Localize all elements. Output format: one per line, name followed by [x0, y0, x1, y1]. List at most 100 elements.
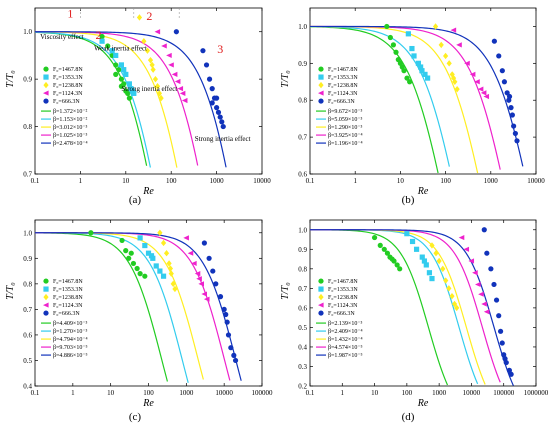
data-point: [438, 41, 444, 49]
plot-frame: [34, 7, 263, 175]
data-point: [142, 273, 148, 279]
data-point: [469, 71, 476, 77]
data-point: [499, 340, 505, 346]
legend-label: β=1.153×10⁻²: [53, 117, 87, 123]
data-point: [418, 64, 424, 70]
data-point: [181, 97, 188, 104]
data-point: [109, 48, 115, 54]
legend-marker: [318, 278, 324, 284]
data-point: [137, 235, 143, 241]
data-point: [499, 68, 505, 74]
data-point: [166, 260, 172, 267]
data-point: [130, 260, 137, 267]
x-tick-label: 1000: [179, 389, 194, 397]
legend-marker: [43, 286, 49, 292]
y-tick-label: 0.6: [298, 304, 307, 312]
panel-label: (a): [129, 194, 142, 206]
y-tick-label: 1.0: [23, 229, 32, 237]
data-point: [504, 90, 510, 96]
data-point: [160, 273, 167, 279]
legend-marker: [43, 310, 49, 316]
data-point: [397, 266, 403, 272]
data-point: [228, 345, 234, 351]
data-point: [126, 255, 132, 261]
legend-label: F₀=1124.3N: [53, 91, 83, 97]
data-point: [154, 29, 161, 35]
y-tick-label: 0.3: [298, 363, 307, 371]
y-tick-label: 1.0: [23, 28, 32, 36]
data-point: [196, 276, 202, 282]
data-point: [480, 90, 487, 96]
legend-label: F₀=1238.8N: [328, 83, 358, 89]
data-point: [419, 68, 425, 74]
data-point: [198, 281, 204, 287]
x-tick-label: 1: [71, 389, 75, 397]
data-point: [381, 246, 387, 252]
annotation-text: Weak inertia effect: [94, 45, 147, 53]
data-point: [423, 262, 429, 268]
legend-label: β=9.672×10⁻³: [328, 109, 362, 115]
data-point: [99, 33, 105, 40]
data-point: [171, 71, 178, 77]
fitted-curves: [310, 229, 514, 386]
x-tick-label: 10: [371, 389, 379, 397]
legend-label: β=1.025×10⁻³: [53, 133, 87, 139]
data-point: [131, 90, 137, 96]
scatter-points: [371, 227, 514, 377]
data-point: [484, 250, 490, 256]
legend-marker: [318, 81, 324, 89]
data-point: [481, 227, 487, 233]
data-point: [463, 246, 470, 252]
x-tick-label: 0.1: [306, 389, 315, 397]
data-point: [217, 114, 223, 120]
y-tick-label: 0.7: [298, 285, 307, 293]
data-point: [404, 231, 410, 237]
data-point: [179, 90, 186, 96]
data-point: [201, 291, 207, 297]
data-point: [118, 76, 125, 82]
x-tick-label: 10000: [253, 177, 271, 185]
data-point: [119, 237, 125, 244]
data-point: [172, 285, 178, 293]
x-tick-label: 10: [107, 389, 115, 397]
x-tick-label: 1: [341, 389, 345, 397]
legend: F₀=1467.8N F₀=1353.3N F₀=1238.8N F₀=1124.3N…: [41, 278, 88, 359]
scatter-points: [99, 14, 226, 130]
data-point: [201, 240, 207, 246]
data-point: [440, 265, 446, 273]
data-point: [450, 27, 457, 33]
data-point: [409, 238, 416, 245]
data-point: [404, 75, 410, 81]
data-point: [148, 253, 155, 259]
data-point: [225, 332, 232, 338]
data-point: [409, 45, 415, 52]
data-point: [232, 357, 239, 364]
fitted-curves: [34, 31, 227, 168]
y-tick-label: 0.9: [23, 76, 32, 84]
data-point: [477, 86, 484, 92]
data-point: [157, 229, 163, 236]
data-point: [213, 281, 219, 287]
data-point: [384, 23, 390, 30]
data-point: [105, 43, 111, 49]
y-axis-label: T/T₀: [280, 282, 291, 300]
legend-label: F₀=666.3N: [328, 311, 355, 317]
data-point: [141, 38, 147, 45]
data-point: [168, 62, 174, 68]
data-point: [413, 246, 420, 252]
legend-label: β=1.290×10⁻³: [328, 125, 362, 131]
data-point: [429, 242, 435, 249]
x-tick-label: 10000: [463, 389, 481, 397]
x-tick-label: 1000: [210, 177, 225, 185]
legend-label: F₀=1238.8N: [53, 83, 83, 89]
y-tick-label: 0.8: [23, 280, 32, 288]
data-point: [142, 242, 148, 249]
chart-panel: 0.1 1 10 100 1000 10000 0.6 0.7 0.8 0.9 1.0 Re T/T₀ F…: [280, 7, 545, 206]
data-point: [157, 268, 163, 274]
zone-label: 2: [95, 28, 101, 42]
data-point: [443, 52, 449, 60]
legend: F₀=1467.8N F₀=1353.3N F₀=1238.8N F₀=1124.3N…: [41, 66, 88, 147]
data-point: [501, 352, 507, 358]
data-point: [163, 250, 170, 257]
chart-panel: 0.1 1 10 100 1000 10000 100000 0.4 0.5 0.6 0.7 0.8 0…: [5, 219, 273, 423]
